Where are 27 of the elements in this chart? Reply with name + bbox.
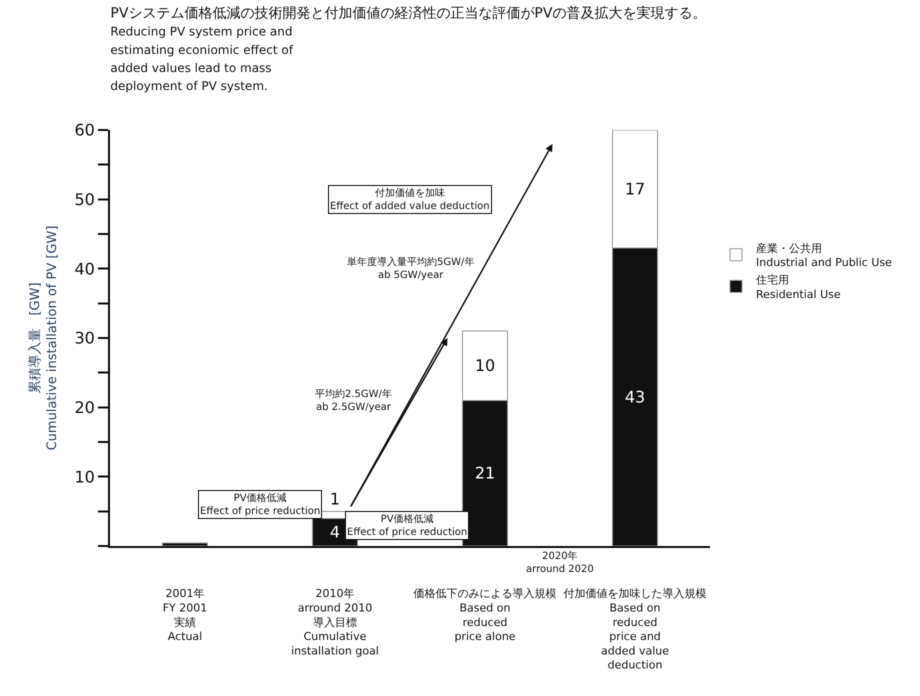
- data-label: 1: [330, 489, 340, 508]
- y-tick-label: 10: [74, 467, 95, 486]
- annotation: 付加価値を加味 Effect of added value deduction: [330, 187, 490, 212]
- y-tick-label: 30: [74, 328, 95, 348]
- y-tick-label: 20: [74, 398, 95, 417]
- annotation: 平均約2.5GW/年 ab 2.5GW/year: [315, 388, 392, 413]
- legend-label: 産業・公共用 Industrial and Public Use: [756, 242, 892, 270]
- chart-subtitle: Reducing PV system price and estimating econiomic effect of added values lead to mass deployment of PV system.: [110, 24, 294, 94]
- x-tick-label: 価格低下のみによる導入規模 Based on reduced price alone: [414, 587, 556, 644]
- annotation: PV価格低減 Effect of price reduction: [347, 513, 468, 538]
- y-tick-label: 60: [74, 120, 95, 140]
- x-tick-label: 2010年 arround 2010 導入目標 Cumulative installation goal: [291, 587, 379, 658]
- annotation: PV価格低減 Effect of price reduction: [200, 492, 320, 517]
- x-tick-label: 2001年 FY 2001 実績 Actual: [162, 587, 208, 644]
- data-label: 10: [474, 356, 496, 376]
- data-label: 17: [624, 179, 646, 198]
- text: 2020年 arround 2020: [526, 550, 594, 575]
- chart-title: PVシステム価格低減の技術開発と付加価値の経済性の正当な評価がPVの普及拡大を実現する。: [110, 4, 706, 22]
- data-label: 21: [474, 464, 496, 483]
- y-tick-label: 40: [74, 259, 95, 278]
- x-tick-label: 付加価値を加味した導入規模 Based on reduced price and added value deduction: [564, 587, 706, 672]
- annotation: 単年度導入量平均約5GW/年 ab 5GW/year: [347, 256, 474, 281]
- legend-label: 住宅用 Residential Use: [756, 274, 841, 301]
- y-axis-title: 累積導入量 [GW] Cumulative installation of PV [GW]: [28, 226, 60, 450]
- data-label: 4: [330, 522, 340, 542]
- y-tick-label: 50: [74, 190, 95, 209]
- data-label: 43: [624, 387, 646, 406]
